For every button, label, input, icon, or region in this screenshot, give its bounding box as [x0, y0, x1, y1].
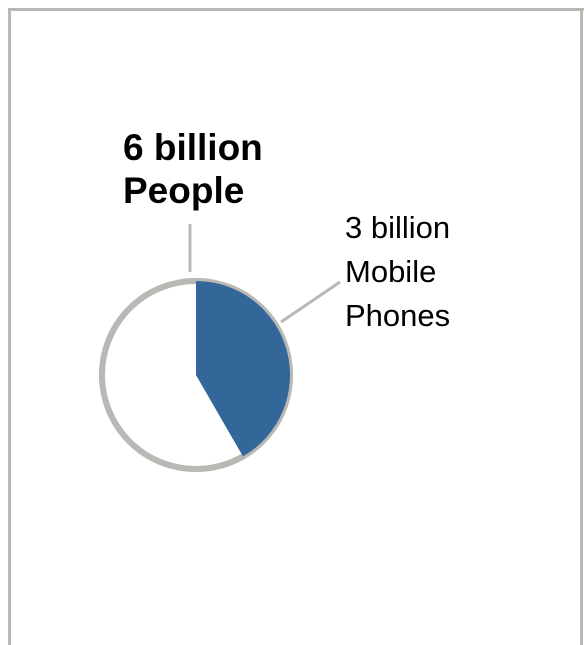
leader-line-mobile-phones: [280, 280, 341, 324]
slice-label-line-2: Mobile: [345, 254, 437, 289]
slice-label-line-1: 3 billion: [345, 210, 451, 245]
frame-border-left: [8, 8, 11, 645]
frame-border-top: [8, 8, 584, 11]
pie-slice-mobile-phones-top: [196, 281, 291, 457]
total-label-line-2: People: [123, 170, 245, 211]
total-label-line-1: 6 billion: [123, 127, 263, 168]
pie-slice-remaining: [102, 281, 244, 469]
frame-border-right: [580, 8, 583, 645]
total-label: 6 billion People: [123, 126, 323, 212]
slice-label-mobile-phones: 3 billion Mobile Phones: [345, 206, 545, 338]
slice-label-line-3: Phones: [345, 298, 451, 333]
